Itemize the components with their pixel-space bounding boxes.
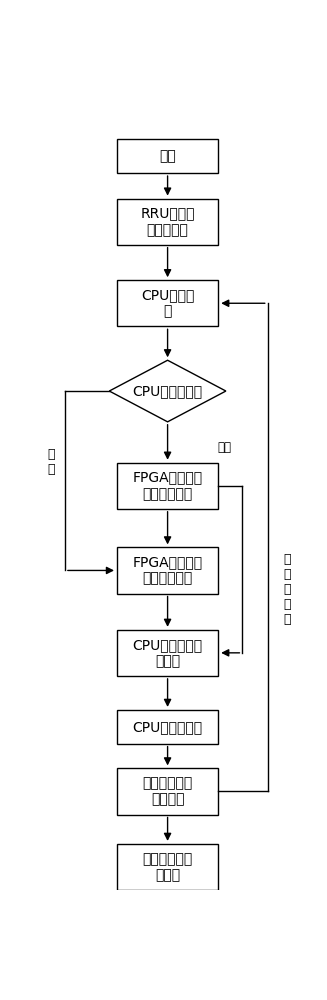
Text: 开始: 开始 bbox=[159, 149, 176, 163]
Text: 本通道驻波比
计算完成: 本通道驻波比 计算完成 bbox=[143, 776, 193, 807]
FancyBboxPatch shape bbox=[117, 280, 218, 326]
FancyBboxPatch shape bbox=[117, 139, 218, 173]
Text: 反
向: 反 向 bbox=[47, 448, 55, 476]
FancyBboxPatch shape bbox=[117, 710, 218, 744]
Text: CPU计算驻波比: CPU计算驻波比 bbox=[132, 720, 203, 734]
FancyBboxPatch shape bbox=[117, 199, 218, 245]
Text: FPGA对基带和
反向功率统计: FPGA对基带和 反向功率统计 bbox=[132, 555, 203, 586]
Text: FPGA对基带和
前向功率统计: FPGA对基带和 前向功率统计 bbox=[132, 471, 203, 501]
FancyBboxPatch shape bbox=[117, 844, 218, 890]
Text: CPU切换前反向: CPU切换前反向 bbox=[132, 384, 203, 398]
Polygon shape bbox=[109, 360, 226, 422]
Text: 多
通
道
循
环: 多 通 道 循 环 bbox=[283, 553, 290, 626]
Text: CPU推算新的前
向功率: CPU推算新的前 向功率 bbox=[132, 638, 203, 668]
Text: 所以通道驻波
比完成: 所以通道驻波 比完成 bbox=[143, 852, 193, 882]
FancyBboxPatch shape bbox=[117, 463, 218, 509]
Text: CPU通道切
换: CPU通道切 换 bbox=[141, 288, 194, 318]
Text: 前向: 前向 bbox=[217, 441, 231, 454]
FancyBboxPatch shape bbox=[117, 547, 218, 594]
FancyBboxPatch shape bbox=[117, 768, 218, 815]
FancyBboxPatch shape bbox=[117, 630, 218, 676]
Text: RRU下行板
上延时测量: RRU下行板 上延时测量 bbox=[140, 207, 195, 237]
